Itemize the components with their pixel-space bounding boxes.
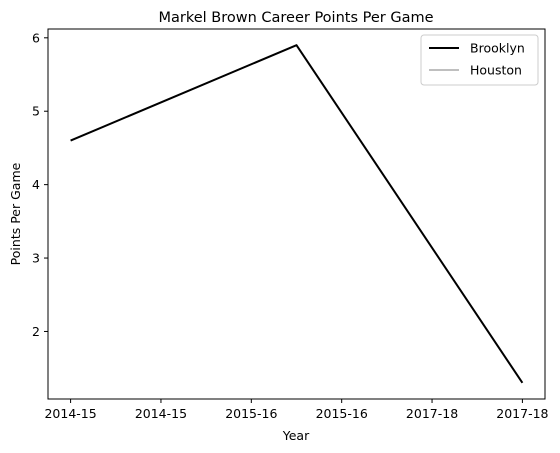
- x-axis: 2014-15 2014-15 2015-16 2015-16 2017-18 2017-…: [44, 399, 549, 421]
- x-tick-label: 2014-15: [44, 406, 96, 421]
- y-tick-label: 3: [32, 251, 40, 266]
- chart-title: Markel Brown Career Points Per Game: [158, 10, 433, 26]
- x-tick-label: 2015-16: [225, 406, 277, 421]
- y-tick-label: 4: [32, 177, 40, 192]
- y-tick-label: 2: [32, 324, 40, 339]
- x-tick-label: 2017-18: [496, 406, 548, 421]
- legend: Brooklyn Houston: [420, 34, 539, 86]
- y-axis: 2 3 4 5 6: [32, 30, 48, 339]
- series-line-brooklyn: [70, 44, 524, 384]
- x-tick-label: 2017-18: [406, 406, 458, 421]
- plot-area: [47, 28, 546, 400]
- y-tick-label: 6: [32, 30, 40, 45]
- x-tick-label: 2015-16: [316, 406, 368, 421]
- y-axis-label: Points Per Game: [8, 162, 23, 265]
- x-tick-label: 2014-15: [135, 406, 187, 421]
- y-tick-label: 5: [32, 104, 40, 119]
- plot-frame: [47, 28, 546, 400]
- legend-label-houston: Houston: [470, 63, 522, 78]
- legend-label-brooklyn: Brooklyn: [470, 41, 525, 56]
- series-layer: [70, 44, 524, 384]
- x-axis-label: Year: [282, 428, 310, 443]
